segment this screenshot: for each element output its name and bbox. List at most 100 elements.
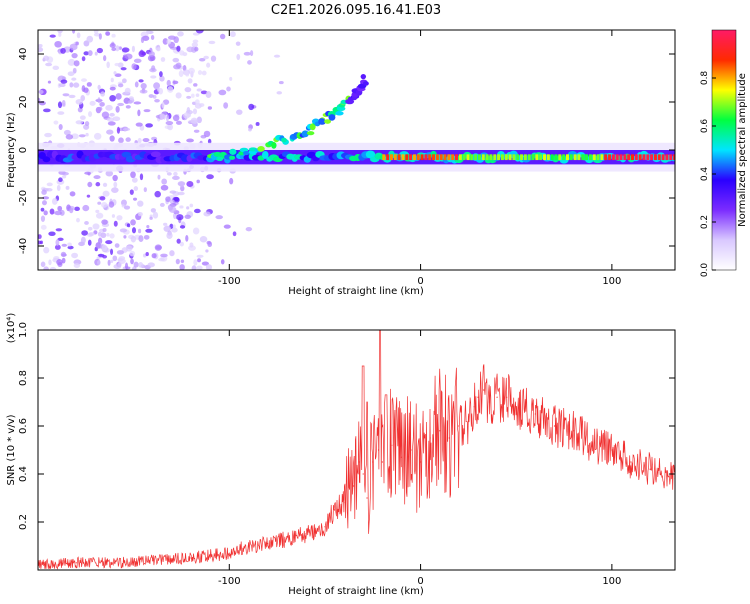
noise-blob (173, 212, 177, 220)
band-core (458, 154, 462, 161)
noise-blob (115, 105, 120, 113)
noise-blob (46, 182, 53, 187)
noise-blob (95, 242, 102, 249)
noise-blob (194, 46, 199, 52)
noise-blob (49, 266, 57, 270)
noise-blob (125, 105, 131, 109)
noise-blob (96, 47, 104, 54)
noise-blob (184, 214, 191, 219)
noise-blob (100, 91, 105, 97)
noise-blob (150, 35, 155, 40)
noise-blob (82, 204, 90, 212)
band-core (424, 154, 428, 161)
noise-blob (89, 100, 96, 106)
band-core (447, 154, 451, 161)
band-core (474, 154, 478, 161)
noise-blob (131, 63, 137, 70)
noise-blob (45, 62, 53, 67)
noise-blob (215, 215, 223, 220)
branch-blob (328, 114, 336, 121)
noise-blob (40, 207, 45, 212)
band-blob (150, 151, 161, 158)
noise-blob (123, 205, 131, 210)
band-core (401, 154, 405, 161)
noise-blob (101, 202, 108, 208)
noise-blob (138, 213, 143, 217)
noise-blob (42, 200, 47, 206)
noise-blob (218, 89, 227, 96)
noise-blob (94, 51, 98, 56)
noise-blob (193, 259, 198, 266)
spectrogram-y-tick-label: -40 (18, 238, 29, 254)
noise-blob (99, 196, 106, 201)
noise-blob (158, 257, 165, 262)
band-core (608, 154, 612, 161)
noise-blob (185, 235, 189, 242)
noise-blob (48, 259, 52, 266)
snr-plot-area (38, 330, 675, 570)
noise-blob (67, 245, 74, 250)
noise-blob (184, 87, 192, 93)
branch-blob (243, 150, 250, 156)
noise-blob (160, 184, 169, 191)
band-core (604, 154, 608, 161)
noise-blob (219, 33, 226, 40)
noise-blob (62, 174, 67, 179)
noise-blob (180, 259, 185, 264)
noise-blob (131, 177, 138, 183)
spectrogram-y-tick-label: 20 (18, 96, 29, 109)
noise-blob (86, 82, 92, 87)
band-core (481, 154, 485, 161)
branch-blob (280, 137, 287, 143)
noise-blob (172, 57, 180, 63)
band-core (477, 154, 481, 161)
noise-blob (138, 261, 144, 268)
spectrogram-panel: -100 0 100 -40 -20 0 20 40 Height of straight l… (6, 29, 676, 297)
noise-blob (162, 99, 170, 105)
branch-blob (216, 156, 224, 162)
noise-blob (123, 235, 127, 239)
noise-blob (61, 243, 68, 247)
noise-blob (154, 190, 161, 198)
snr-y-tick-label: 1.0 (18, 322, 29, 338)
snr-point (439, 430, 441, 432)
band-core (462, 154, 466, 161)
noise-blob (38, 234, 42, 240)
noise-blob (93, 33, 101, 37)
noise-blob (92, 223, 100, 230)
noise-blob (245, 226, 253, 232)
noise-blob (167, 86, 174, 93)
noise-blob (57, 205, 63, 212)
band-core (382, 154, 386, 161)
colorbar-tick-label: 0.6 (700, 119, 710, 134)
noise-blob (176, 214, 184, 221)
noise-blob (109, 94, 116, 102)
noise-blob (207, 241, 213, 248)
noise-blob (40, 224, 47, 230)
noise-blob (139, 89, 148, 94)
noise-blob (150, 75, 157, 79)
noise-blob (148, 94, 154, 98)
noise-blob (38, 47, 44, 53)
branch-blob (335, 111, 344, 116)
noise-blob (61, 99, 66, 107)
snr-y-label: SNR (10 * v/v) (6, 414, 17, 485)
noise-blob (43, 210, 48, 216)
band-core (569, 154, 573, 161)
noise-blob (116, 250, 125, 255)
noise-blob (55, 239, 60, 247)
band-core (653, 154, 657, 161)
noise-blob (165, 114, 170, 122)
noise-blob (130, 235, 137, 243)
noise-blob (113, 264, 122, 270)
noise-blob (72, 30, 76, 34)
noise-blob (185, 72, 190, 77)
noise-blob (210, 55, 217, 62)
snr-point (362, 473, 364, 475)
noise-blob (47, 80, 52, 84)
noise-blob (121, 204, 125, 208)
noise-blob (73, 263, 81, 269)
spectrogram-x-tick-label: 0 (417, 276, 423, 287)
noise-blob (124, 87, 131, 95)
